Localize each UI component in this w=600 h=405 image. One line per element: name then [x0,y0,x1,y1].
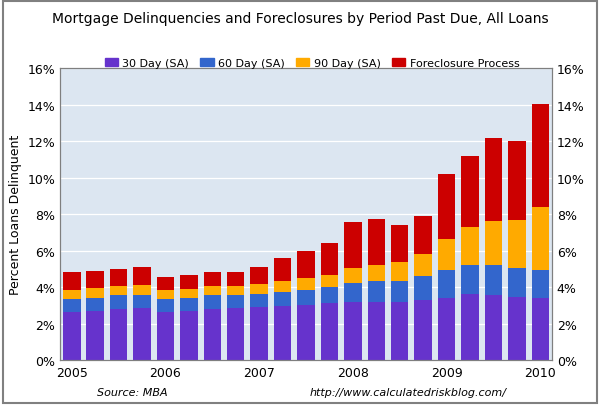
Bar [227,309,244,360]
Bar [532,271,549,298]
Text: Source: MBA: Source: MBA [97,387,167,397]
Y-axis label: Percent Loans Delinquent: Percent Loans Delinquent [9,135,22,294]
Bar [133,286,151,295]
Bar [532,298,549,360]
Bar [86,298,104,311]
Bar [415,216,432,255]
Bar [157,300,174,313]
Bar [344,283,362,302]
Bar [461,228,479,265]
Bar [110,309,127,360]
Bar [367,302,385,360]
Bar [344,302,362,360]
Bar [227,272,244,286]
Bar [157,290,174,300]
Bar [250,308,268,360]
Bar [367,282,385,302]
Bar [367,219,385,265]
Bar [391,281,409,302]
Bar [297,305,315,360]
Bar [203,309,221,360]
Bar [438,175,455,239]
Bar [157,313,174,360]
Bar [180,311,197,360]
Bar [297,279,315,290]
Bar [415,301,432,360]
Bar [320,244,338,275]
Text: Mortgage Delinquencies and Foreclosures by Period Past Due, All Loans: Mortgage Delinquencies and Foreclosures … [52,12,548,26]
Bar [485,139,502,222]
Bar [391,302,409,360]
Bar [63,313,80,360]
Bar [297,252,315,279]
Bar [110,286,127,296]
Bar [508,268,526,297]
Bar [63,272,80,290]
Bar [391,262,409,281]
Bar [227,295,244,309]
Bar [320,288,338,304]
Bar [250,267,268,284]
Bar [274,292,292,306]
Bar [391,226,409,262]
Bar [320,304,338,360]
Bar [532,207,549,271]
Bar [320,275,338,288]
Bar [344,222,362,268]
Bar [485,296,502,360]
Bar [367,265,385,282]
Bar [274,281,292,292]
Bar [508,297,526,360]
Bar [485,266,502,296]
Bar [63,300,80,313]
Bar [203,296,221,309]
Bar [86,311,104,360]
Bar [438,298,455,360]
Bar [415,277,432,301]
Bar [485,222,502,266]
Bar [461,156,479,228]
Text: http://www.calculatedriskblog.com/: http://www.calculatedriskblog.com/ [310,387,506,397]
Bar [274,258,292,281]
Bar [110,269,127,286]
Bar [532,105,549,207]
Bar [157,278,174,290]
Bar [297,290,315,305]
Bar [133,295,151,309]
Bar [133,309,151,360]
Bar [274,306,292,360]
Bar [438,239,455,271]
Bar [227,286,244,295]
Bar [508,220,526,268]
Bar [86,288,104,298]
Bar [438,271,455,298]
Bar [110,296,127,309]
Bar [180,276,197,289]
Bar [180,298,197,311]
Bar [344,268,362,283]
Bar [86,271,104,288]
Bar [203,286,221,296]
Bar [133,267,151,286]
Bar [250,284,268,294]
Bar [415,255,432,277]
Bar [180,289,197,298]
Bar [203,272,221,286]
Bar [461,294,479,360]
Bar [63,290,80,300]
Legend: 30 Day (SA), 60 Day (SA), 90 Day (SA), Foreclosure Process: 30 Day (SA), 60 Day (SA), 90 Day (SA), F… [100,54,524,73]
Bar [250,294,268,308]
Bar [508,142,526,220]
Bar [461,265,479,294]
